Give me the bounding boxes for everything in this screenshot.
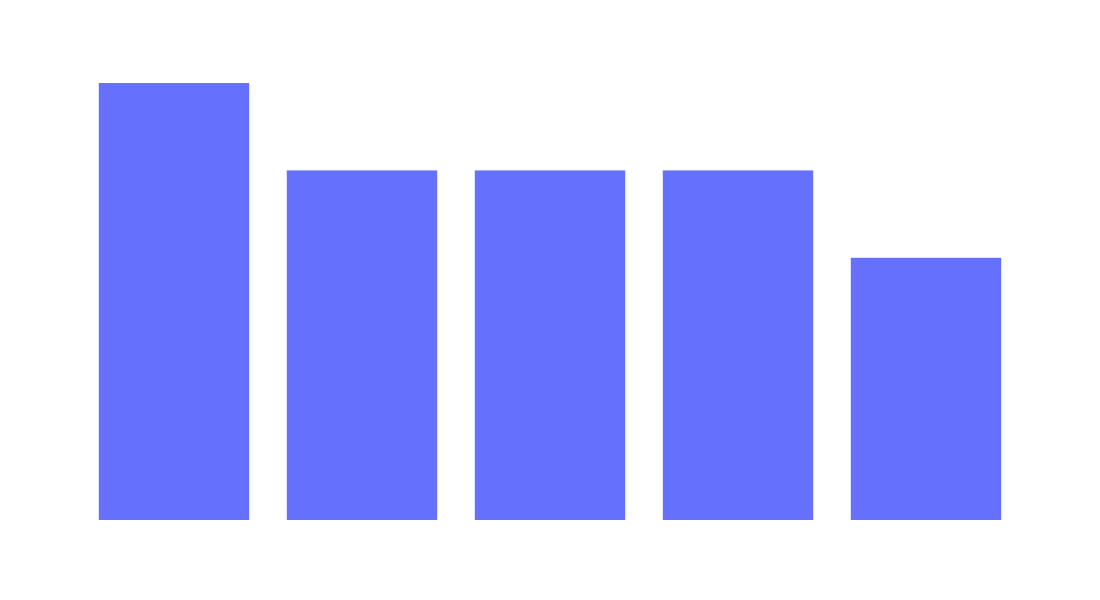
bar-5 — [850, 257, 1002, 520]
bar-3 — [474, 170, 626, 520]
bar-1 — [98, 83, 250, 520]
bars-group — [98, 83, 1002, 520]
bar-2 — [286, 170, 438, 520]
bar-4 — [662, 170, 814, 520]
